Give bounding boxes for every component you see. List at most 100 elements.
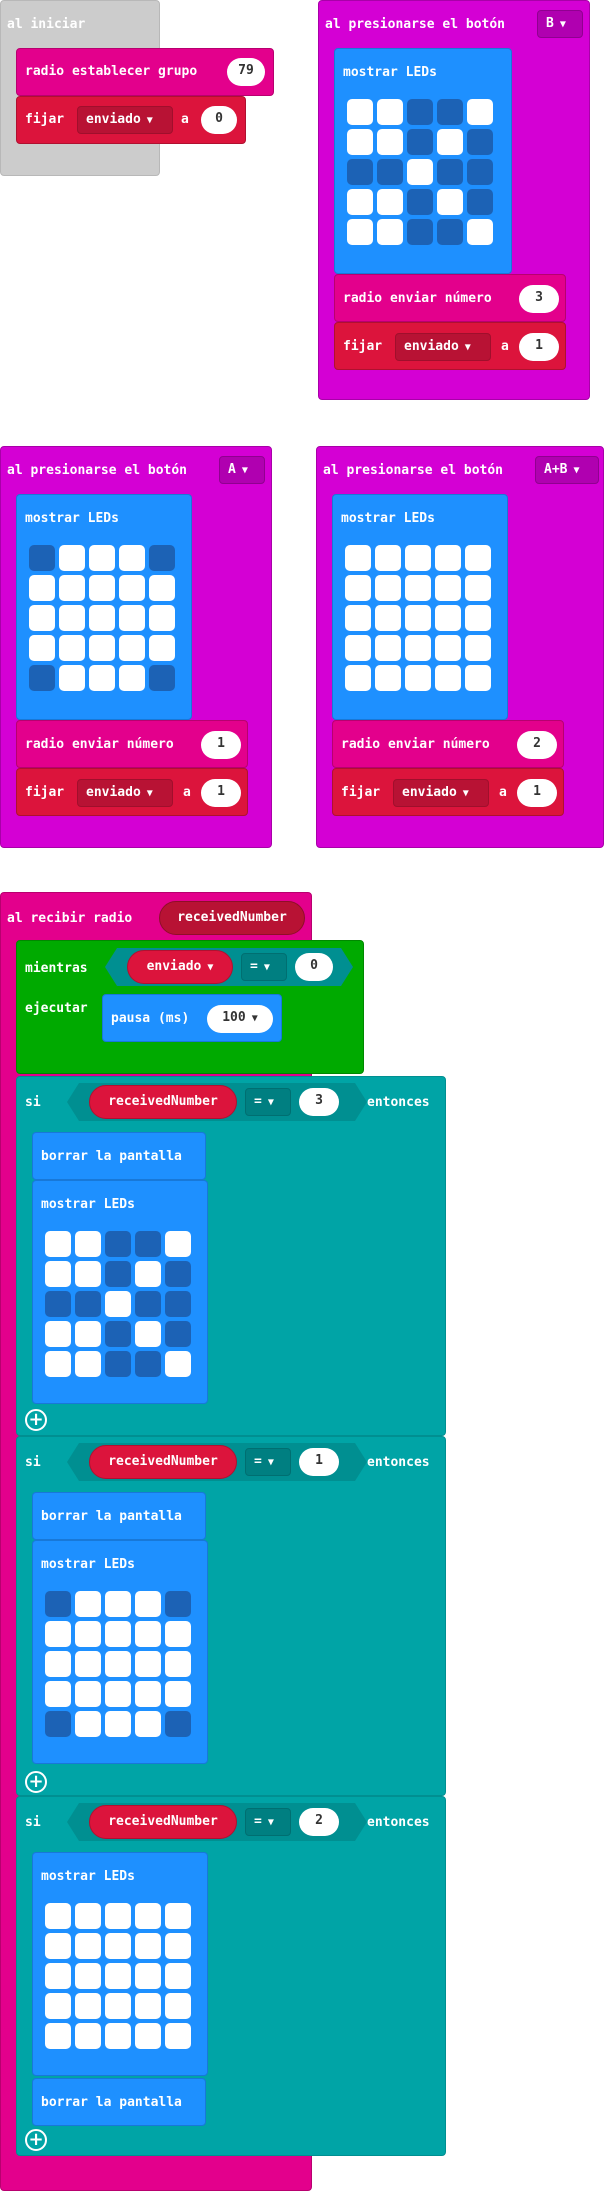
led-cell[interactable] [165,1933,191,1959]
set-value-field[interactable]: 1 [201,779,241,807]
led-cell[interactable] [75,1591,101,1617]
set-value-field[interactable]: 1 [519,333,559,361]
led-cell[interactable] [75,1711,101,1737]
led-cell[interactable] [377,129,403,155]
led-cell[interactable] [75,1351,101,1377]
led-cell[interactable] [347,189,373,215]
led-cell[interactable] [405,545,431,571]
led-cell[interactable] [407,219,433,245]
add-else-icon[interactable]: + [25,1409,47,1431]
condition-value-field[interactable]: 3 [299,1088,339,1116]
led-cell[interactable] [377,99,403,125]
led-cell[interactable] [45,1933,71,1959]
button-b-dropdown[interactable]: B ▼ [537,10,583,38]
led-cell[interactable] [405,575,431,601]
condition-operator-dropdown[interactable]: = ▼ [245,1448,291,1476]
led-cell[interactable] [377,189,403,215]
led-cell[interactable] [407,159,433,185]
variable-dropdown[interactable]: enviado ▼ [395,333,491,361]
led-cell[interactable] [105,1291,131,1317]
group-value-field[interactable]: 79 [227,58,265,86]
led-cell[interactable] [105,1903,131,1929]
led-cell[interactable] [45,1651,71,1677]
led-cell[interactable] [435,605,461,631]
led-cell[interactable] [149,545,175,571]
condition-variable[interactable]: receivedNumber [89,1805,237,1839]
led-cell[interactable] [165,1321,191,1347]
led-cell[interactable] [465,545,491,571]
led-cell[interactable] [165,1711,191,1737]
led-cell[interactable] [135,1651,161,1677]
led-cell[interactable] [119,545,145,571]
clear-screen-block-3[interactable]: borrar la pantalla [32,2078,206,2126]
send-value-field[interactable]: 2 [517,731,557,759]
led-cell[interactable] [347,219,373,245]
variable-dropdown[interactable]: enviado ▼ [77,106,173,134]
led-cell[interactable] [435,575,461,601]
led-cell[interactable] [75,1651,101,1677]
led-cell[interactable] [467,189,493,215]
led-cell[interactable] [465,635,491,661]
led-cell[interactable] [165,1291,191,1317]
radio-send-block-ab[interactable]: radio enviar número 2 [332,720,564,768]
led-cell[interactable] [29,605,55,631]
led-cell[interactable] [135,1231,161,1257]
led-cell[interactable] [29,545,55,571]
led-cell[interactable] [89,575,115,601]
led-cell[interactable] [437,189,463,215]
led-cell[interactable] [375,635,401,661]
led-cell[interactable] [465,665,491,691]
led-cell[interactable] [345,605,371,631]
led-cell[interactable] [405,665,431,691]
led-cell[interactable] [407,99,433,125]
button-ab-dropdown[interactable]: A+B ▼ [535,456,599,484]
add-else-icon[interactable]: + [25,2129,47,2151]
led-cell[interactable] [105,1261,131,1287]
led-cell[interactable] [119,575,145,601]
set-var-block[interactable]: fijar enviado ▼ a 0 [16,96,246,144]
led-cell[interactable] [119,665,145,691]
led-cell[interactable] [135,1993,161,2019]
led-cell[interactable] [135,1591,161,1617]
radio-set-group-block[interactable]: radio establecer grupo 79 [16,48,274,96]
led-cell[interactable] [345,665,371,691]
led-cell[interactable] [29,665,55,691]
led-cell[interactable] [105,1681,131,1707]
led-cell[interactable] [75,1621,101,1647]
led-cell[interactable] [375,575,401,601]
if-condition-3[interactable]: receivedNumber = ▼ 2 [67,1803,367,1841]
led-cell[interactable] [75,1933,101,1959]
led-cell[interactable] [105,1231,131,1257]
led-cell[interactable] [437,99,463,125]
led-cell[interactable] [465,605,491,631]
led-cell[interactable] [29,635,55,661]
led-cell[interactable] [149,635,175,661]
led-cell[interactable] [375,605,401,631]
show-leds-block-if3[interactable]: mostrar LEDs [32,1852,208,2076]
led-cell[interactable] [105,1621,131,1647]
led-cell[interactable] [105,1321,131,1347]
clear-screen-block-1[interactable]: borrar la pantalla [32,1132,206,1180]
led-cell[interactable] [149,605,175,631]
led-cell[interactable] [407,189,433,215]
while-condition[interactable]: enviado ▼ = ▼ 0 [105,948,353,986]
send-value-field[interactable]: 1 [201,731,241,759]
add-else-icon[interactable]: + [25,1771,47,1793]
led-cell[interactable] [345,635,371,661]
show-leds-block-if2[interactable]: mostrar LEDs [32,1540,208,1764]
led-cell[interactable] [75,1291,101,1317]
led-cell[interactable] [165,1231,191,1257]
led-cell[interactable] [59,635,85,661]
while-value-field[interactable]: 0 [295,953,333,981]
received-number-param[interactable]: receivedNumber [159,901,305,935]
led-cell[interactable] [59,665,85,691]
led-cell[interactable] [375,665,401,691]
led-cell[interactable] [347,159,373,185]
led-cell[interactable] [165,1903,191,1929]
set-value-field[interactable]: 0 [201,106,237,134]
led-cell[interactable] [45,1993,71,2019]
led-cell[interactable] [165,2023,191,2049]
led-cell[interactable] [435,665,461,691]
set-var-block-ab[interactable]: fijar enviado ▼ a 1 [332,768,564,816]
led-cell[interactable] [345,575,371,601]
